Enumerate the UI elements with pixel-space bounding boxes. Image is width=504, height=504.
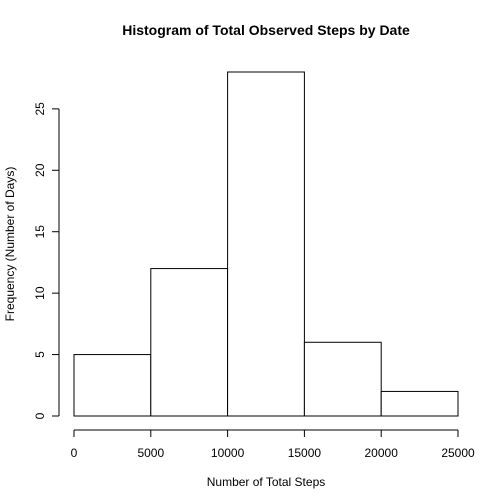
y-tick-label-2: 10 [33, 286, 47, 300]
x-tick-label-4: 20000 [365, 446, 399, 460]
histogram-bar-4 [380, 390, 459, 417]
x-tick-label-0: 0 [71, 446, 78, 460]
histogram-bar-2 [227, 71, 305, 417]
x-axis-label: Number of Total Steps [207, 475, 326, 489]
y-tick-label-5: 25 [33, 102, 47, 116]
y-axis: 0 5 10 15 20 25 [33, 102, 60, 419]
chart-title: Histogram of Total Observed Steps by Dat… [122, 22, 410, 38]
y-tick-label-0: 0 [33, 412, 47, 419]
histogram-bar-3 [303, 341, 382, 417]
bars-group [73, 71, 459, 417]
y-tick-label-4: 20 [33, 163, 47, 177]
x-axis: 0 5000 10000 15000 20000 25000 [71, 429, 475, 460]
y-tick-label-3: 15 [33, 225, 47, 239]
x-tick-label-3: 15000 [288, 446, 322, 460]
histogram-bar-1 [150, 268, 229, 417]
x-tick-label-5: 25000 [441, 446, 475, 460]
y-axis-label: Frequency (Number of Days) [3, 167, 17, 322]
x-tick-label-2: 10000 [211, 446, 245, 460]
x-tick-label-1: 5000 [137, 446, 164, 460]
histogram-bar-0 [73, 354, 152, 417]
y-tick-label-1: 5 [33, 351, 47, 358]
